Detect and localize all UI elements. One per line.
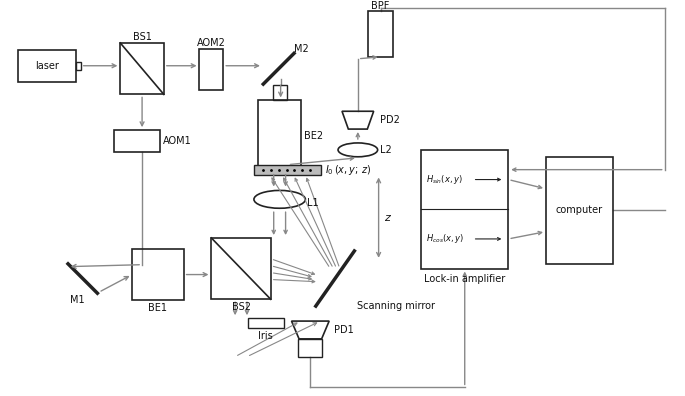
Text: L1: L1 [308, 198, 319, 208]
Bar [212, 238, 271, 299]
Bar [248, 318, 284, 328]
Bar [199, 49, 223, 90]
Text: BE2: BE2 [304, 131, 323, 141]
Text: laser: laser [35, 61, 59, 71]
Text: BE1: BE1 [149, 303, 167, 313]
Text: Iris: Iris [258, 331, 273, 341]
Bar [299, 339, 322, 357]
Bar [76, 62, 81, 70]
Bar [273, 84, 286, 100]
Text: $I_0\,(x,y;\,z)$: $I_0\,(x,y;\,z)$ [325, 163, 371, 177]
Text: Lock-in amplifier: Lock-in amplifier [424, 274, 506, 284]
Text: $H_{cos}(x,y)$: $H_{cos}(x,y)$ [426, 232, 464, 246]
Bar [368, 11, 393, 57]
Text: M1: M1 [71, 295, 85, 305]
Text: PD2: PD2 [379, 115, 399, 125]
Text: z: z [384, 213, 390, 223]
Bar [132, 249, 184, 300]
Bar [18, 50, 76, 82]
Text: BS1: BS1 [133, 32, 151, 42]
Bar [421, 150, 508, 268]
Text: computer: computer [556, 205, 603, 215]
Bar [254, 165, 321, 175]
Text: Scanning mirror: Scanning mirror [357, 301, 435, 311]
Text: PD1: PD1 [334, 325, 354, 335]
Text: BS2: BS2 [232, 302, 251, 312]
Text: AOM1: AOM1 [163, 136, 192, 146]
Text: M2: M2 [295, 44, 309, 54]
Bar [114, 130, 160, 152]
Text: AOM2: AOM2 [197, 38, 226, 48]
Bar [121, 43, 164, 94]
Text: $H_{sin}(x,y)$: $H_{sin}(x,y)$ [426, 173, 463, 186]
Bar [258, 100, 301, 171]
Text: L2: L2 [379, 145, 391, 155]
Text: BPF: BPF [371, 1, 390, 11]
Bar [546, 157, 613, 264]
